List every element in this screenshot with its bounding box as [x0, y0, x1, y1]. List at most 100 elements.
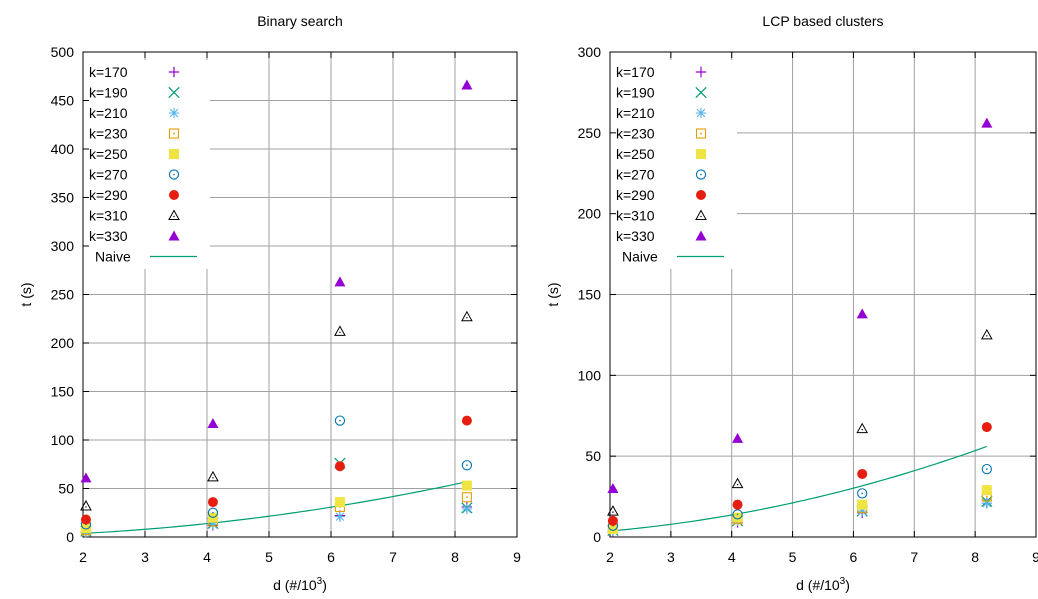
legend-marker: [169, 190, 179, 200]
y-axis-label: t (s): [545, 282, 561, 306]
legend-marker: [169, 149, 179, 159]
data-point: [856, 308, 868, 319]
legend-marker: [168, 230, 180, 241]
data-point: [607, 483, 619, 493]
data-point: [80, 472, 92, 483]
legend-marker: [168, 86, 180, 99]
y-tick-label: 300: [51, 238, 75, 254]
legend-label: k=270: [616, 167, 655, 183]
data-point: [461, 492, 472, 503]
series-k310: [607, 328, 993, 516]
legend-marker: [695, 107, 707, 119]
legend-label: k=170: [89, 64, 128, 80]
legend-marker: [168, 66, 180, 78]
data-point: [980, 328, 993, 340]
series-k230: [80, 492, 472, 536]
x-tick-label: 8: [971, 549, 979, 565]
y-axis-label: t (s): [18, 282, 34, 306]
data-point: [857, 468, 868, 479]
x-tick-label: 3: [141, 549, 149, 565]
legend-label: k=310: [89, 208, 128, 224]
data-point: [334, 497, 345, 508]
data-point: [461, 460, 473, 471]
data-point: [732, 512, 743, 523]
legend-label: k=230: [89, 126, 128, 142]
x-tick-label: 2: [79, 549, 87, 565]
data-point: [732, 499, 743, 510]
data-point: [461, 79, 473, 90]
y-tick-label: 300: [578, 44, 602, 60]
data-point: [461, 310, 473, 322]
legend-label: k=190: [616, 85, 655, 101]
data-point: [334, 415, 346, 426]
legend-marker: [168, 209, 180, 220]
y-tick-label: 250: [51, 287, 75, 303]
legend-label: k=270: [89, 167, 128, 183]
data-point: [207, 519, 219, 530]
y-tick-label: 400: [51, 141, 75, 157]
data-point: [981, 463, 992, 475]
y-tick-label: 450: [51, 93, 75, 109]
legend-marker: [168, 128, 180, 139]
chart-title: LCP based clusters: [762, 13, 883, 29]
legend-marker: [695, 230, 707, 241]
x-tick-label: 2: [606, 549, 614, 565]
series-naive-line: [82, 481, 468, 535]
legend-label: k=190: [89, 85, 128, 101]
legend: k=170 k=190 k=210 k=230 k=250 k=270 k=290 k=310…: [616, 64, 724, 265]
x-tick-label: 5: [265, 549, 273, 565]
legend-label: k=210: [616, 105, 655, 121]
data-point: [857, 488, 868, 499]
data-point: [80, 523, 91, 534]
legend: k=170 k=190 k=210 k=230 k=250 k=270 k=290 k=310…: [89, 64, 197, 265]
x-axis-label: d (#/103): [796, 576, 850, 593]
legend-marker: [695, 86, 707, 99]
data-point: [334, 276, 346, 287]
series-k190: [80, 457, 473, 537]
x-tick-label: 9: [513, 549, 521, 565]
legend-label: k=250: [616, 146, 655, 162]
y-tick-label: 100: [51, 432, 75, 448]
y-tick-label: 0: [66, 529, 74, 545]
y-tick-label: 200: [578, 206, 602, 222]
legend-label: k=310: [616, 208, 655, 224]
legend-marker: [696, 190, 706, 200]
legend-marker: [695, 209, 707, 220]
legend-marker: [168, 169, 180, 180]
y-tick-label: 50: [58, 481, 74, 497]
data-point: [732, 432, 744, 443]
y-tick-label: 350: [51, 190, 75, 206]
data-point: [981, 422, 992, 433]
data-point: [461, 480, 472, 491]
data-point: [857, 499, 868, 510]
series-k270: [80, 415, 473, 530]
data-point: [334, 511, 346, 522]
series-k250: [607, 485, 992, 534]
y-tick-label: 200: [51, 335, 75, 351]
chart-binary-search: Binary search 2 3 4 5 6 7 8 9 0 50 100 150 200 250 300 3…: [18, 13, 521, 593]
x-tick-label: 3: [667, 549, 675, 565]
data-point: [856, 422, 869, 434]
x-tick-label: 6: [327, 549, 335, 565]
series-k190: [607, 495, 993, 537]
legend-marker: [695, 66, 707, 78]
series-k330: [607, 117, 993, 493]
series-k210: [607, 497, 993, 536]
legend-marker: [696, 149, 706, 159]
series-k290: [607, 422, 992, 526]
y-tick-label: 150: [578, 287, 602, 303]
x-tick-label: 6: [850, 549, 858, 565]
data-point: [207, 418, 219, 429]
series-naive-line: [609, 445, 988, 532]
legend-label: k=230: [616, 126, 655, 142]
x-axis-label: d (#/103): [273, 576, 327, 593]
data-point: [461, 503, 473, 515]
series-k330: [80, 79, 473, 483]
data-point: [461, 415, 472, 426]
chart-lcp-based-clusters: LCP based clusters 2 3 4 5 6 7 8 9 0 50 100 150 200 25…: [545, 13, 1038, 593]
y-tick-label: 50: [585, 448, 601, 464]
data-point: [334, 325, 346, 336]
data-point: [207, 470, 219, 482]
data-point: [607, 515, 618, 526]
